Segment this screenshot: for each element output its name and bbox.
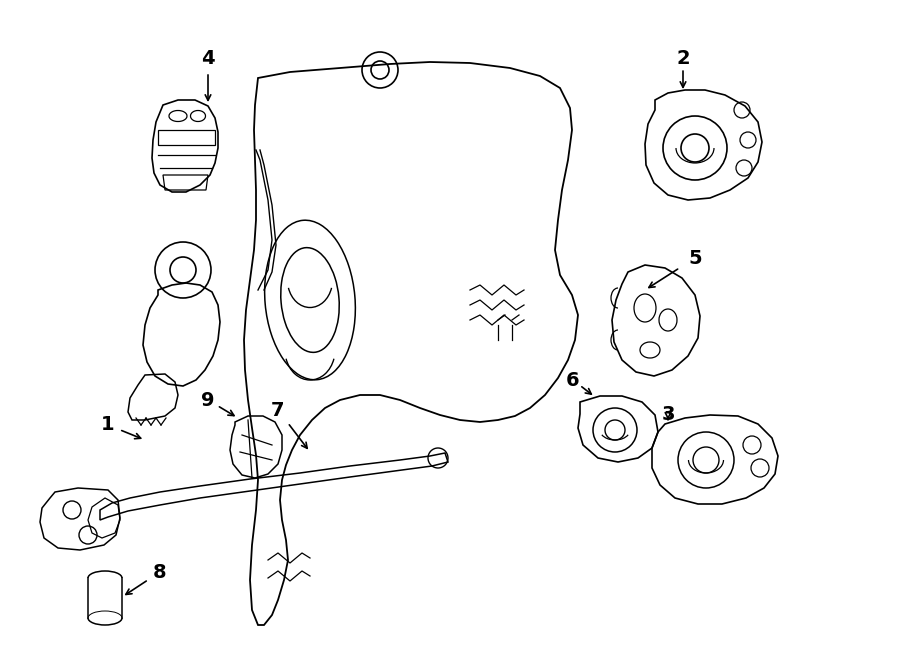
Text: 5: 5	[688, 249, 702, 268]
Text: 9: 9	[202, 391, 215, 410]
Text: 6: 6	[566, 371, 580, 389]
Text: 4: 4	[202, 48, 215, 67]
Text: 3: 3	[662, 405, 675, 424]
Text: 8: 8	[153, 563, 166, 582]
Text: 7: 7	[271, 401, 284, 420]
Text: 2: 2	[676, 48, 689, 67]
Text: 1: 1	[101, 416, 115, 434]
